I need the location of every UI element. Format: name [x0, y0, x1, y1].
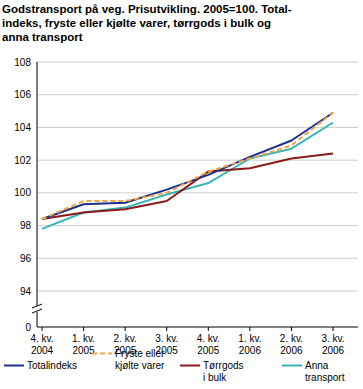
y-tick-label: 108: [14, 57, 31, 68]
x-tick-label-line: 1. kv.: [238, 333, 261, 344]
legend-swatch: [4, 365, 24, 367]
x-tick-label-line: 4. kv.: [30, 333, 53, 344]
x-tick-label: 1. kv.2006: [238, 333, 261, 356]
x-tick-label-line: 3. kv.: [321, 333, 344, 344]
grid-line: [37, 258, 358, 259]
x-tick: [249, 327, 250, 331]
y-tick-label: 94: [20, 286, 32, 297]
x-tick-label-line: 1. kv.: [72, 333, 95, 344]
legend-label: Tørrgodsi bulk: [203, 360, 244, 383]
legend-label-line: transport: [305, 372, 345, 383]
x-tick-label-line: 2005: [197, 345, 220, 356]
series-line: [42, 113, 333, 219]
title: Godstransport på veg. Prisutvikling. 200…: [2, 3, 292, 15]
x-tick-label-line: 4. kv.: [197, 333, 220, 344]
legend-swatch: [180, 365, 200, 367]
y-axis: [37, 62, 38, 327]
x-tick-label-line: 2004: [31, 345, 54, 356]
x-tick: [208, 327, 209, 331]
x-tick-label: 3. kv.2006: [321, 333, 344, 356]
y-tick-label: 100: [14, 187, 31, 198]
axis-break: [32, 304, 42, 308]
legend-swatch: [92, 353, 112, 355]
chart: Godstransport på veg. Prisutvikling. 200…: [0, 0, 363, 389]
legend-label-line: Anna: [305, 360, 329, 371]
legend-label-line: Fryste eller: [115, 348, 165, 359]
x-tick: [83, 327, 84, 331]
x-axis: [37, 327, 358, 328]
x-tick-label-line: 3. kv.: [155, 333, 178, 344]
grid-line: [37, 62, 358, 63]
grid-line: [37, 94, 358, 95]
legend-label-line: i bulk: [203, 372, 227, 383]
x-tick: [333, 327, 334, 331]
y-tick-label: 102: [14, 155, 31, 166]
y-tick-label: 106: [14, 89, 31, 100]
x-tick: [42, 327, 43, 331]
x-tick-label: 1. kv.2005: [72, 333, 95, 356]
legend-label-line: kjølte varer: [115, 360, 165, 371]
legend-label: Annatransport: [305, 360, 345, 383]
grid-line: [37, 225, 358, 226]
x-tick-label-line: 2. kv.: [280, 333, 303, 344]
title: anna transport: [2, 31, 83, 43]
legend-swatch: [282, 365, 302, 367]
grid-line: [37, 192, 358, 193]
lines: [42, 113, 333, 229]
x-tick-label-line: 2. kv.: [114, 333, 137, 344]
grid-line: [37, 160, 358, 161]
title: indeks, fryste eller kjølte varer, tørrg…: [2, 17, 271, 29]
axis-break: [32, 309, 42, 313]
x-tick: [166, 327, 167, 331]
x-tick-label: 4. kv.2005: [197, 333, 220, 356]
axis-zero-label: 0: [25, 322, 31, 333]
series-line: [42, 123, 333, 229]
grid-line: [37, 291, 358, 292]
x-tick-label-line: 2006: [322, 345, 345, 356]
series-line: [42, 154, 333, 219]
y-tick-label: 96: [20, 253, 32, 264]
x-tick-label-line: 2005: [72, 345, 95, 356]
x-tick: [291, 327, 292, 331]
legend-label: Totalindeks: [27, 360, 77, 371]
x-tick-label-line: 2006: [239, 345, 262, 356]
legend-label: Fryste ellerkjølte varer: [115, 348, 165, 371]
x-tick-label-line: 2006: [280, 345, 303, 356]
series-line: [42, 113, 333, 219]
x-tick: [125, 327, 126, 331]
y-tick-label: 104: [14, 122, 31, 133]
x-tick-label: 4. kv.2004: [30, 333, 53, 356]
x-tick-label: 2. kv.2006: [280, 333, 303, 356]
legend-label-line: Totalindeks: [27, 360, 77, 371]
y-tick-label: 98: [20, 220, 32, 231]
legend-label-line: Tørrgods: [203, 360, 244, 371]
